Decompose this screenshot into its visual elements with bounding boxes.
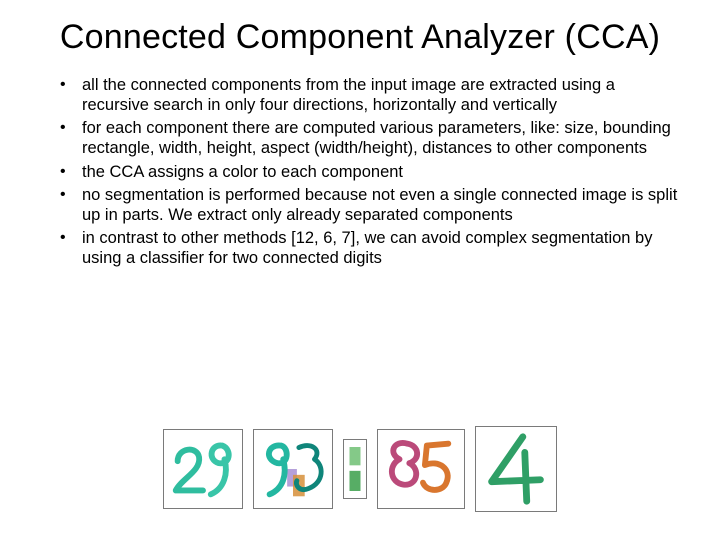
figure-box: [343, 439, 367, 499]
digit-svg: [254, 430, 332, 508]
figure-box: [377, 429, 465, 509]
slide: Connected Component Analyzer (CCA) all t…: [0, 0, 720, 540]
bullet-item: for each component there are computed va…: [60, 118, 680, 158]
bullet-item: in contrast to other methods [12, 6, 7],…: [60, 228, 680, 268]
bullet-list: all the connected components from the in…: [30, 75, 690, 268]
figure-box: [475, 426, 557, 512]
bullet-item: the CCA assigns a color to each componen…: [60, 162, 680, 182]
bullet-item: no segmentation is performed because not…: [60, 185, 680, 225]
slide-title: Connected Component Analyzer (CCA): [30, 18, 690, 57]
digit-svg: [476, 427, 556, 511]
digit-svg: [378, 430, 464, 508]
figure-box: [253, 429, 333, 509]
bullet-item: all the connected components from the in…: [60, 75, 680, 115]
digit-svg: [344, 440, 366, 498]
figure-box: [163, 429, 243, 509]
digit-svg: [164, 430, 242, 508]
figure-row: [0, 426, 720, 512]
